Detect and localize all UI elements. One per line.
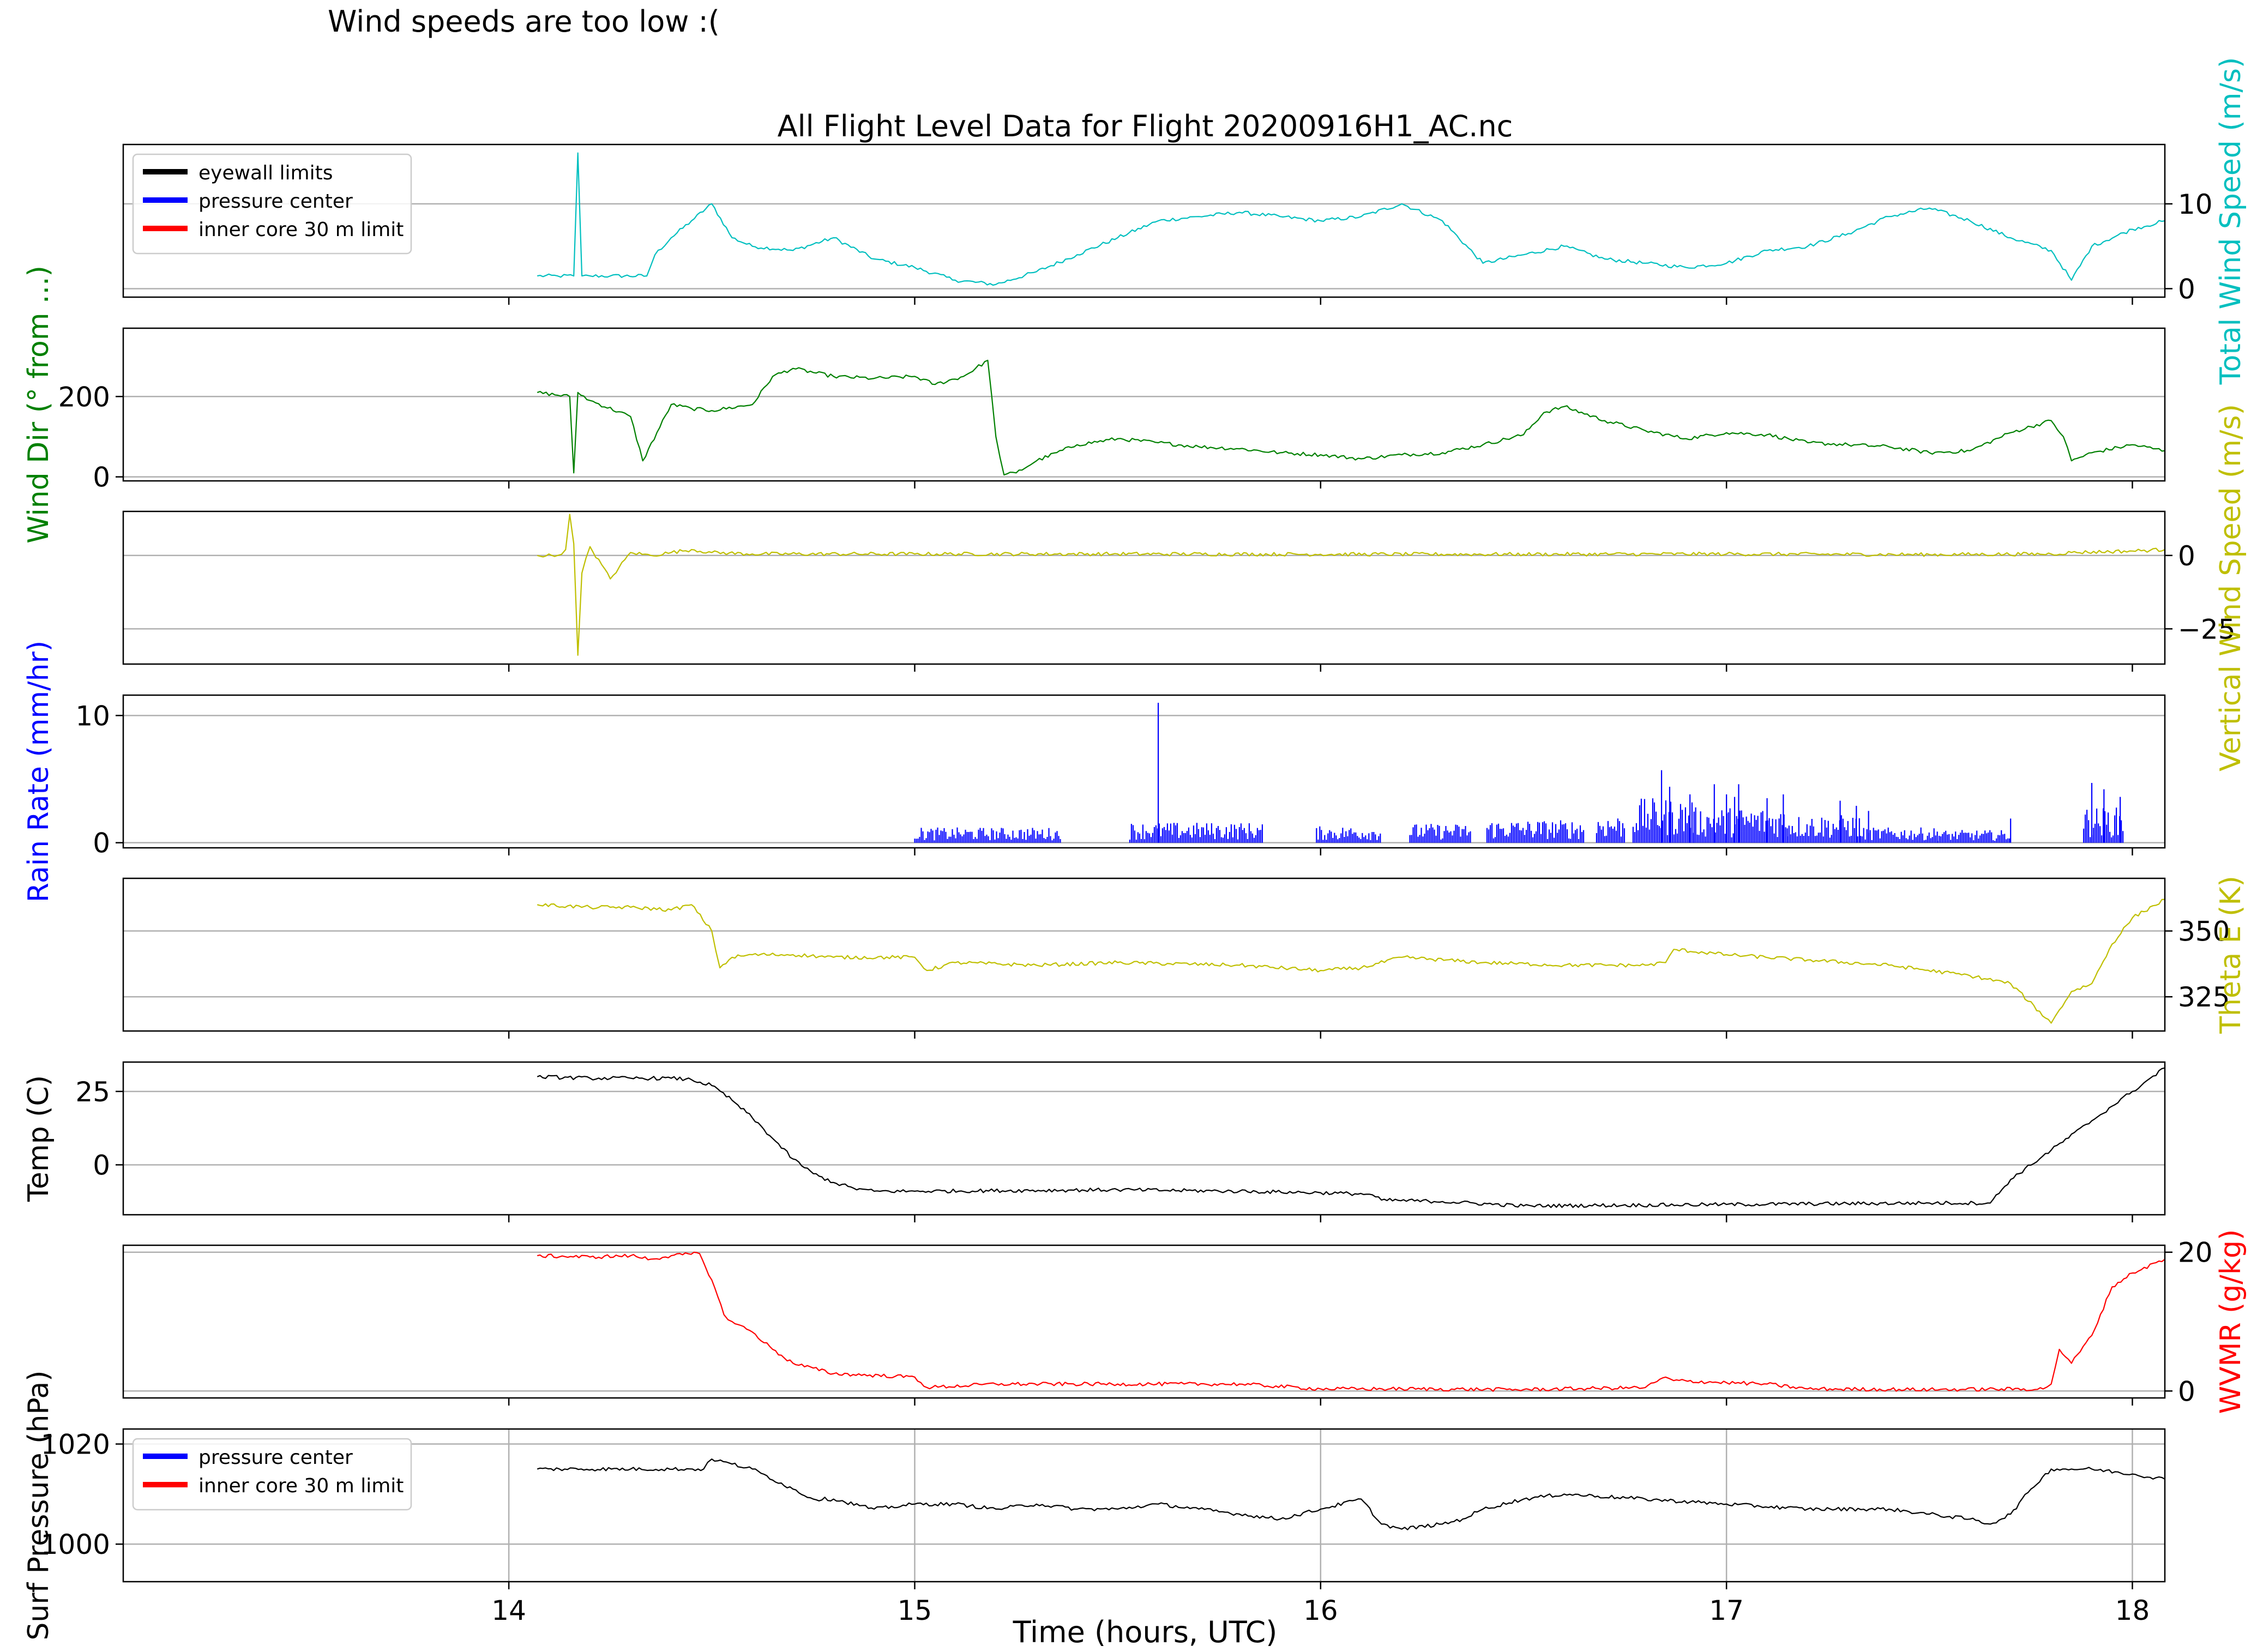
rain-segment (2083, 807, 2124, 843)
y-axis-label: Temp (C) (22, 1075, 55, 1202)
y-tick-label: 20 (2178, 1237, 2213, 1269)
y-axis-label: Rain Rate (mm/hr) (22, 641, 55, 902)
y-axis-label: Theta E (K) (2214, 876, 2247, 1034)
y-tick-label: 0 (2178, 540, 2195, 572)
rain-segment (1937, 830, 2011, 843)
panel-rain-rate: 0 10 Rain Rate (mm/hr) (22, 641, 2166, 902)
y-tick-label: 0 (2178, 273, 2195, 305)
y-tick-label: 10 (2178, 189, 2213, 220)
x-tick-label: 18 (2115, 1595, 2150, 1626)
y-tick-label: 1020 (41, 1429, 110, 1461)
axes-frame (122, 1428, 2166, 1583)
axes-frame (122, 1061, 2166, 1216)
y-axis-label: Vertical Wind Speed (m/s) (2214, 404, 2247, 771)
y-tick-label: 10 (75, 700, 110, 732)
y-tick-label: 350 (2178, 916, 2230, 948)
axes-frame (122, 1244, 2166, 1399)
y-tick-label: 0 (93, 828, 110, 859)
x-tick-label: 16 (1303, 1595, 1338, 1626)
panel-wind-speed: 0 10 Total Wind Speed (m/s) eyewall limits p… (122, 57, 2247, 385)
y-tick-label: 0 (93, 462, 110, 493)
chart-title: All Flight Level Data for Flight 2020091… (778, 109, 1513, 143)
y-axis-label: Wind Dir (° from ...) (22, 266, 55, 544)
x-axis: 14 15 16 17 18 (491, 1595, 2150, 1626)
data-series-temp (537, 1067, 2165, 1208)
y-axis-label: WVMR (g/kg) (2214, 1229, 2247, 1414)
header-note: Wind speeds are too low :( (328, 4, 720, 39)
legend-box (132, 1438, 412, 1511)
legend: pressure center inner core 30 m limit (132, 1438, 412, 1511)
data-series-wind_speed (537, 152, 2165, 286)
data-series-wind_dir (537, 359, 2165, 475)
y-tick-label: 200 (58, 381, 110, 413)
y-axis-label: Total Wind Speed (m/s) (2214, 57, 2247, 385)
legend-label: eyewall limits (198, 162, 333, 184)
rain-segment (1693, 807, 1788, 843)
x-tick-label: 15 (898, 1595, 932, 1626)
axes-frame (122, 877, 2166, 1032)
legend-label: inner core 30 m limit (198, 1475, 404, 1497)
rain-segment (1316, 826, 1381, 843)
axes-frame (122, 510, 2166, 665)
axes-frame (122, 143, 2166, 298)
data-series-vertical_wind (537, 514, 2165, 656)
rain-segment (914, 827, 1061, 843)
rain-rate-bars (914, 703, 2124, 843)
rain-segment (1632, 798, 1694, 843)
y-tick-label: 25 (75, 1076, 110, 1108)
rain-segment (1859, 827, 1938, 843)
axes-frame (122, 327, 2166, 482)
legend-label: inner core 30 m limit (198, 219, 404, 241)
legend-label: pressure center (198, 190, 353, 213)
legend-box (132, 153, 412, 255)
x-tick-label: 14 (491, 1595, 526, 1626)
data-series-surf_pressure (537, 1458, 2165, 1530)
data-series-theta_e (537, 899, 2165, 1024)
rain-segment (1486, 820, 1585, 843)
panel-wvmr: 0 20 WVMR (g/kg) (122, 1229, 2247, 1414)
data-series-wvmr (537, 1251, 2165, 1392)
y-tick-label: 0 (2178, 1376, 2195, 1407)
y-tick-label: −25 (2178, 613, 2236, 645)
x-axis-label: Time (hours, UTC) (1013, 1615, 1278, 1649)
panel-temperature: 0 25 Temp (C) (22, 1061, 2166, 1222)
rain-segment (1129, 823, 1263, 843)
legend: eyewall limits pressure center inner core … (132, 153, 412, 255)
x-tick-label: 17 (1709, 1595, 1744, 1626)
legend-label: pressure center (198, 1446, 353, 1469)
rain-segment (1409, 824, 1471, 843)
rain-segment (1596, 818, 1625, 843)
rain-segment (1786, 815, 1860, 843)
axes-frame (122, 694, 2166, 849)
y-axis-label: Surf Pressure (hPa) (22, 1370, 55, 1640)
y-tick-label: 1000 (41, 1529, 110, 1560)
y-tick-label: 325 (2178, 981, 2230, 1013)
y-tick-label: 0 (93, 1149, 110, 1181)
